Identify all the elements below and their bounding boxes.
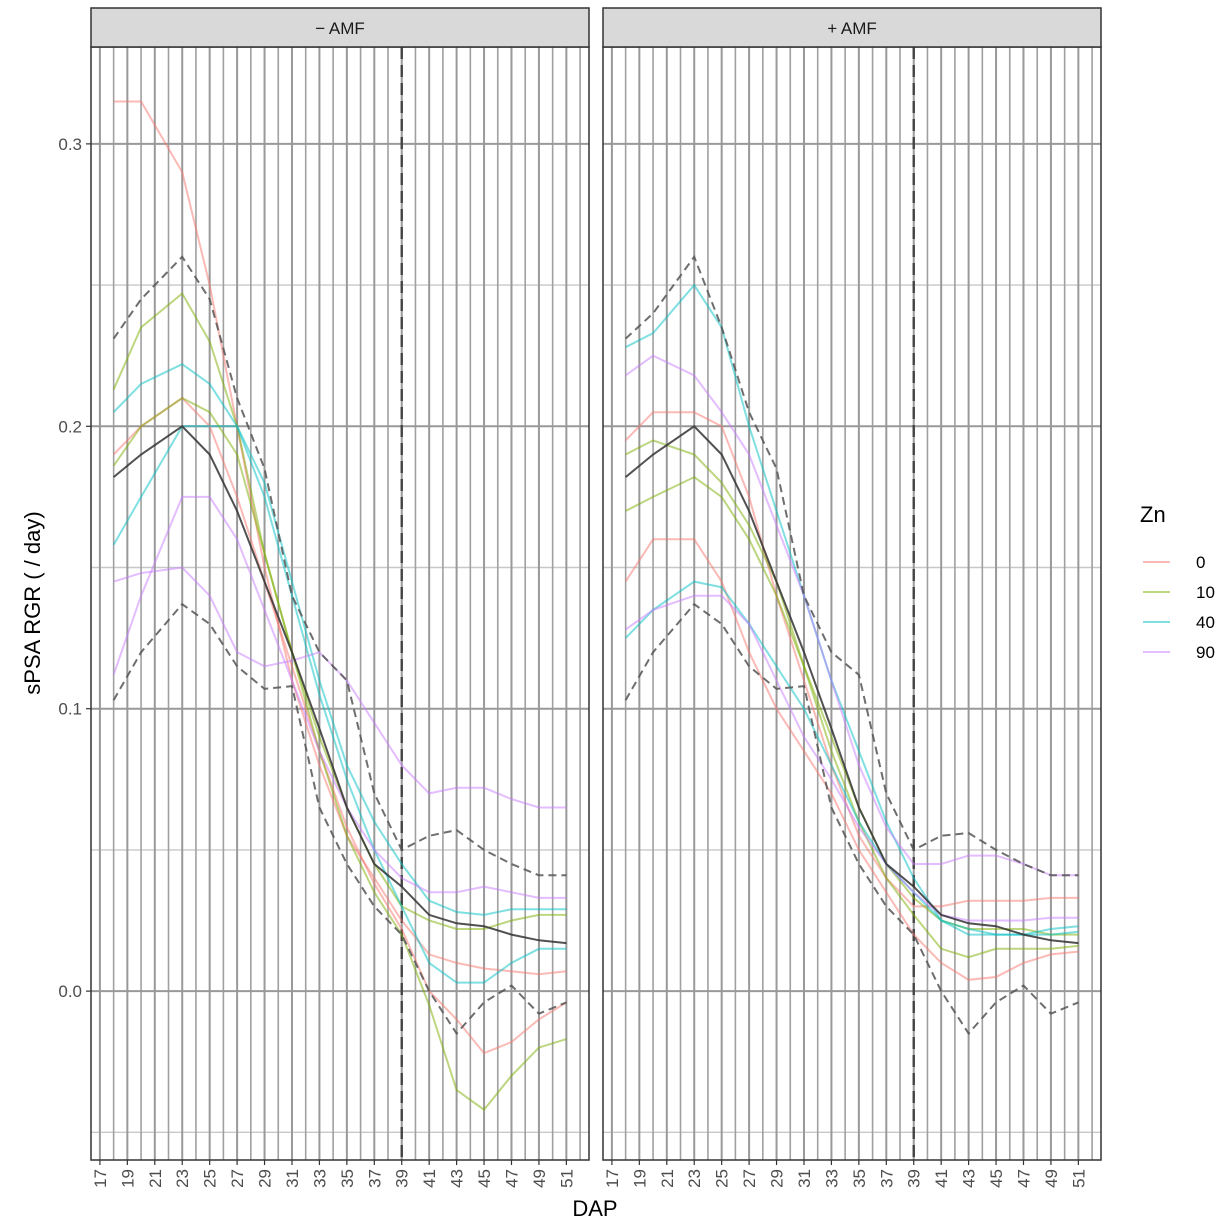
x-tick-label: 17 [603, 1169, 622, 1188]
panel-background [603, 47, 1101, 1160]
x-tick-label: 31 [795, 1169, 814, 1188]
x-tick-label: 27 [740, 1169, 759, 1188]
y-tick-label: 0.1 [58, 700, 82, 719]
x-tick-label: 39 [393, 1169, 412, 1188]
x-tick-label: 37 [877, 1169, 896, 1188]
panel-background [91, 47, 589, 1160]
x-tick-label: 51 [557, 1169, 576, 1188]
x-tick-label: 47 [502, 1169, 521, 1188]
x-tick-label: 23 [173, 1169, 192, 1188]
x-tick-label: 33 [310, 1169, 329, 1188]
x-tick-label: 51 [1069, 1169, 1088, 1188]
x-tick-label: 31 [283, 1169, 302, 1188]
x-tick-label: 27 [228, 1169, 247, 1188]
x-tick-label: 49 [530, 1169, 549, 1188]
strip [602, 7, 1102, 48]
series-line [624, 580, 1079, 936]
x-tick-label: 45 [475, 1169, 494, 1188]
x-tick-label: 25 [201, 1169, 220, 1188]
legend-label: 90 [1196, 643, 1215, 662]
bound-line [624, 602, 1079, 1036]
series-line [624, 411, 1079, 908]
x-tick-label: 49 [1042, 1169, 1061, 1188]
x-tick-label: 19 [118, 1169, 137, 1188]
legend-label: 40 [1196, 613, 1215, 632]
x-tick-label: 17 [91, 1169, 110, 1188]
series-line [112, 425, 567, 916]
x-tick-label: 47 [1014, 1169, 1033, 1188]
x-tick-label: 33 [822, 1169, 841, 1188]
x-tick-label: 25 [713, 1169, 732, 1188]
x-tick-label: 43 [448, 1169, 467, 1188]
series-line [624, 538, 1079, 981]
y-tick-label: 0.2 [58, 417, 82, 436]
y-tick-label: 0.0 [58, 982, 82, 1001]
series-line [112, 396, 567, 1055]
legend-title: Zn [1140, 502, 1166, 527]
y-tick-label: 0.3 [58, 135, 82, 154]
x-tick-label: 41 [932, 1169, 951, 1188]
bound-line [112, 602, 567, 1036]
series-line [112, 291, 567, 1112]
x-tick-label: 35 [338, 1169, 357, 1188]
mean-line [624, 424, 1079, 945]
x-tick-label: 37 [365, 1169, 384, 1188]
legend-label: 10 [1196, 583, 1215, 602]
bound-line [624, 254, 1079, 877]
x-tick-label: 21 [146, 1169, 165, 1188]
bound-line [112, 255, 567, 877]
legend-label: 0 [1196, 553, 1205, 572]
strip-title: − AMF [315, 19, 365, 38]
mean-line [112, 424, 567, 945]
series-line [625, 594, 1079, 922]
x-tick-label: 45 [987, 1169, 1006, 1188]
x-tick-label: 39 [905, 1169, 924, 1188]
x-tick-label: 29 [256, 1169, 275, 1188]
strip-title: + AMF [827, 19, 877, 38]
x-tick-label: 23 [685, 1169, 704, 1188]
x-axis-label: DAP [572, 1196, 617, 1221]
series-line [625, 354, 1079, 877]
x-tick-label: 43 [960, 1169, 979, 1188]
series-line [112, 363, 567, 984]
x-tick-label: 41 [420, 1169, 439, 1188]
x-tick-label: 21 [658, 1169, 677, 1188]
series-line [113, 566, 567, 809]
y-axis-label: sPSA RGR ( / day) [20, 511, 45, 694]
x-tick-label: 19 [630, 1169, 649, 1188]
x-tick-label: 35 [850, 1169, 869, 1188]
strip [90, 7, 590, 48]
x-tick-label: 29 [768, 1169, 787, 1188]
